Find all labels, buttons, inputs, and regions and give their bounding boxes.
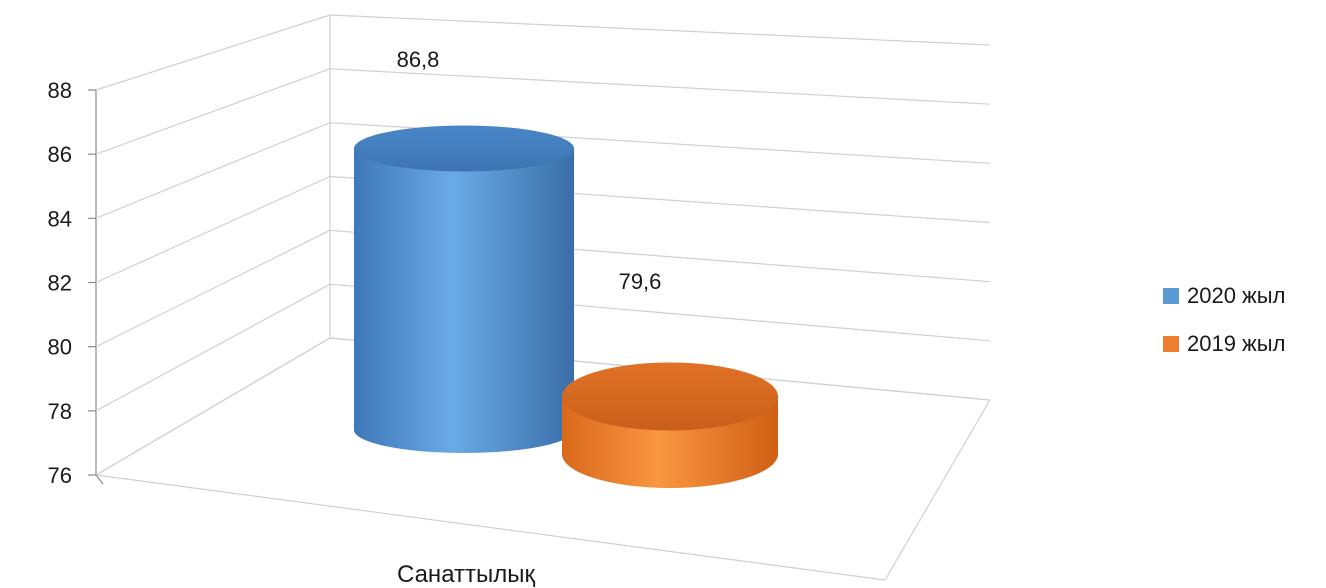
y-tick-label: 86: [48, 142, 72, 167]
legend-swatch-2019: [1163, 336, 1179, 352]
gridline-side: [95, 337, 331, 476]
y-axis-ticks: 88 86 84 82 80 78 76: [48, 78, 104, 488]
legend-label-2019: 2019 жыл: [1187, 331, 1285, 356]
gridline-side: [95, 229, 331, 348]
gridline-side: [95, 68, 331, 155]
gridline-side: [95, 283, 331, 412]
x-category-label: Санаттылық: [397, 561, 536, 588]
gridline-side: [95, 14, 331, 91]
bar-2020-body: [354, 148, 574, 453]
bar-2020: [354, 125, 574, 453]
bar-2019-top: [562, 362, 778, 431]
legend: 2020 жыл 2019 жыл: [1163, 283, 1285, 356]
y-tick-label: 88: [48, 78, 72, 103]
legend-label-2020: 2020 жыл: [1187, 283, 1285, 308]
y-tick-label: 78: [48, 399, 72, 424]
bars: [354, 125, 778, 488]
data-label-2020: 86,8: [397, 47, 440, 72]
gridline-side: [95, 175, 331, 284]
floor-right-edge: [884, 399, 991, 581]
y-tick-label: 80: [48, 335, 72, 360]
y-tick-label: 82: [48, 271, 72, 296]
gridline-back: [329, 68, 991, 105]
x-tick-mark: [95, 474, 104, 485]
data-label-2019: 79,6: [619, 269, 662, 294]
y-tick-label: 76: [48, 463, 72, 488]
gridline-side: [95, 122, 331, 219]
y-tick-label: 84: [48, 206, 72, 231]
gridline-back: [329, 14, 991, 46]
bar-2020-top: [354, 125, 574, 172]
bar-2019: [562, 362, 778, 488]
floor-front-edge: [95, 474, 886, 581]
legend-swatch-2020: [1163, 288, 1179, 304]
